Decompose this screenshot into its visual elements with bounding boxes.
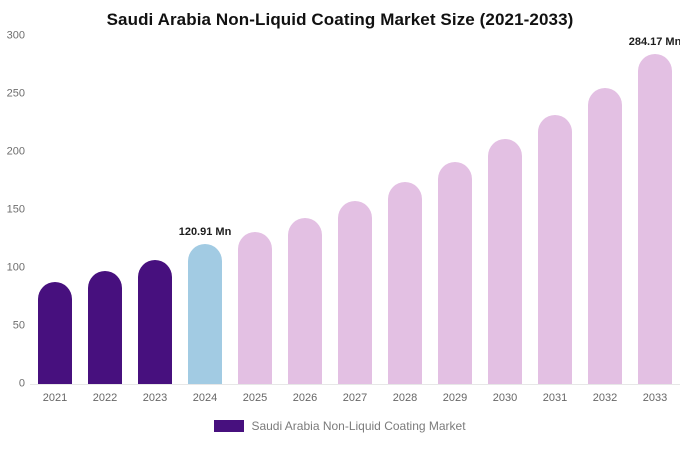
- bar-slot: 284.17 Mn: [628, 36, 680, 384]
- x-axis-label: 2023: [142, 392, 168, 404]
- chart-title: Saudi Arabia Non-Liquid Coating Market S…: [106, 10, 574, 29]
- bar-slot: [130, 36, 180, 384]
- x-axis-label: 2027: [342, 392, 368, 404]
- y-tick-label: 200: [6, 145, 25, 158]
- bar-slot: [280, 36, 330, 384]
- x-axis-label: 2021: [42, 392, 68, 404]
- bar-slot: [430, 36, 480, 384]
- plot-area: 120.91 Mn 284.17 Mn: [30, 36, 680, 385]
- x-axis-label: 2028: [392, 392, 418, 404]
- bar-2031[interactable]: [538, 114, 572, 384]
- bar-slot: [230, 36, 280, 384]
- legend-label: Saudi Arabia Non-Liquid Coating Market: [251, 419, 466, 433]
- bar-value-label: 120.91 Mn: [178, 225, 232, 238]
- bar-2023[interactable]: [138, 259, 172, 384]
- y-tick-label: 300: [6, 29, 25, 42]
- x-axis-label: 2029: [442, 392, 468, 404]
- y-tick-label: 250: [6, 87, 25, 100]
- x-axis-label: 2033: [642, 392, 668, 404]
- bar-2026[interactable]: [288, 218, 322, 384]
- bar-slot: [80, 36, 130, 384]
- x-axis-label: 2024: [192, 392, 218, 404]
- bar-slot: [530, 36, 580, 384]
- bar-slot: [380, 36, 430, 384]
- legend-swatch: [214, 420, 245, 432]
- bar-2029[interactable]: [438, 162, 472, 384]
- bar-slot: 120.91 Mn: [178, 36, 232, 384]
- x-axis-label: 2031: [542, 392, 568, 404]
- y-tick-label: 50: [12, 319, 25, 332]
- x-axis-label: 2022: [92, 392, 118, 404]
- chart-plot-row: 0 50 100 150 200 250 300 120.91 Mn 284.17 Mn: [4, 30, 680, 389]
- bar-2030[interactable]: [488, 139, 522, 384]
- x-axis-label: 2026: [292, 392, 318, 404]
- bar-2028[interactable]: [388, 182, 422, 384]
- bar-value-label: 284.17 Mn: [628, 36, 680, 49]
- x-axis-label: 2032: [592, 392, 618, 404]
- bar-chart: 0 50 100 150 200 250 300 120.91 Mn 284.17 Mn 20…: [0, 30, 680, 404]
- bar-2032[interactable]: [588, 88, 622, 384]
- x-axis-label: 2025: [242, 392, 268, 404]
- bar-slot: [480, 36, 530, 384]
- bar-2025[interactable]: [238, 232, 272, 384]
- bar-2033[interactable]: [638, 54, 672, 384]
- y-tick-label: 150: [6, 203, 25, 216]
- bar-slot: [580, 36, 630, 384]
- bar-2024[interactable]: [188, 243, 222, 384]
- legend[interactable]: Saudi Arabia Non-Liquid Coating Market: [0, 419, 680, 433]
- bar-slot: [330, 36, 380, 384]
- bar-slot: [30, 36, 80, 384]
- bar-2022[interactable]: [88, 271, 122, 384]
- y-tick-label: 0: [18, 377, 25, 390]
- x-axis: 2021 2022 2023 2024 2025 2026 2027 2028 2029 2030…: [30, 392, 680, 404]
- bar-2021[interactable]: [38, 281, 72, 384]
- bar-2027[interactable]: [338, 200, 372, 384]
- x-axis-label: 2030: [492, 392, 518, 404]
- y-tick-label: 100: [6, 261, 25, 274]
- y-axis: 0 50 100 150 200 250 300: [4, 30, 30, 389]
